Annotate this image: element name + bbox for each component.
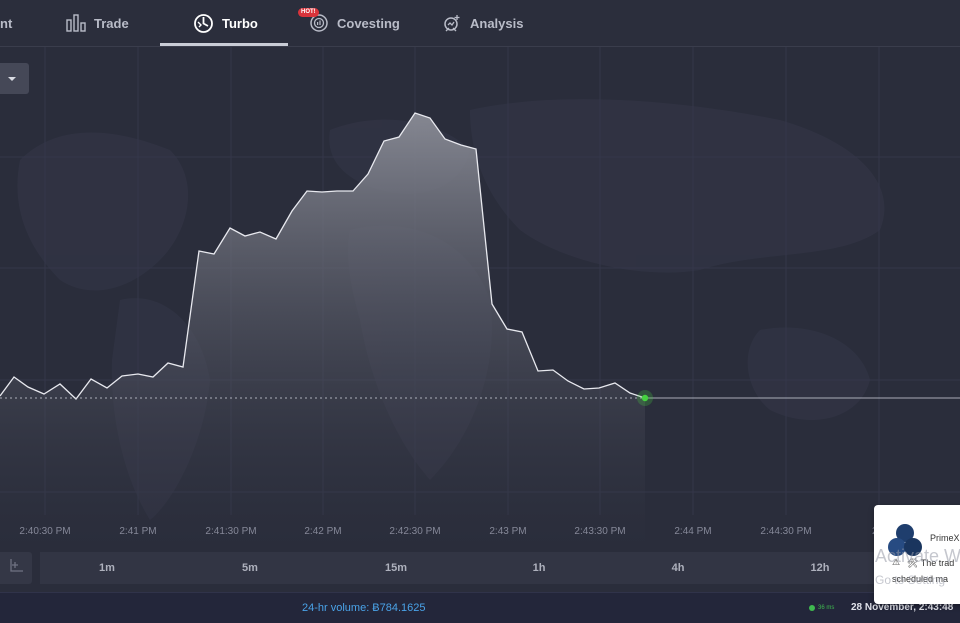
timeframe-4h[interactable]: 4h bbox=[671, 562, 685, 574]
x-axis-tick-label: 2:44 PM bbox=[674, 526, 711, 537]
timeframe-1h[interactable]: 1h bbox=[532, 562, 546, 574]
timeframe-12h[interactable]: 12h bbox=[810, 562, 830, 574]
hot-badge: HOT! bbox=[298, 8, 319, 17]
turbo-icon bbox=[193, 13, 214, 34]
primexbt-logo-icon bbox=[887, 522, 923, 558]
drawing-tool-button[interactable] bbox=[0, 552, 32, 584]
connection-status: 36 ms bbox=[809, 593, 834, 623]
ping-value: 36 ms bbox=[818, 605, 835, 611]
nav-item-analysis-label: Analysis bbox=[470, 15, 524, 31]
server-datetime: 28 November, 2:43:48 bbox=[851, 602, 954, 613]
x-axis-tick-label: 2:41:30 PM bbox=[205, 526, 256, 537]
price-area bbox=[0, 113, 645, 550]
timeframe-15m[interactable]: 15m bbox=[384, 562, 408, 574]
price-line bbox=[0, 112, 646, 400]
x-axis-tick-label: 2:41 PM bbox=[119, 526, 156, 537]
x-axis-tick-label: 2:42 PM bbox=[304, 526, 341, 537]
price-chart[interactable]: 2:40:30 PM 2:41 PM 2:41:30 PM 2:42 PM 2:42:3… bbox=[0, 47, 960, 550]
timeframe-5m[interactable]: 5m bbox=[242, 562, 258, 574]
nav-item-partial[interactable]: nt bbox=[0, 0, 12, 46]
volume-24h: 24-hr volume: Ƀ784.1625 bbox=[302, 602, 426, 614]
chart-dropdown-button[interactable] bbox=[0, 63, 29, 94]
nav-item-analysis[interactable]: Analysis bbox=[442, 0, 523, 46]
timeframe-bar: 1m 5m 15m 1h 4h 12h bbox=[0, 552, 960, 584]
x-axis-tick-label: 2:43:30 PM bbox=[574, 526, 625, 537]
top-navigation: nt Trade Turbo bbox=[0, 0, 960, 47]
x-axis-tick-label: 2:40:30 PM bbox=[19, 526, 70, 537]
timeframe-1m[interactable]: 1m bbox=[99, 562, 115, 574]
toast-message-line-2: scheduled ma bbox=[892, 574, 949, 584]
analysis-icon bbox=[442, 13, 462, 33]
toast-message-line-1: 🛠 The trad bbox=[907, 558, 955, 568]
activation-watermark-title: Activate W bbox=[875, 546, 960, 566]
timeframe-strip: 1m 5m 15m 1h 4h 12h bbox=[40, 552, 960, 584]
x-axis-tick-label: 2:42:30 PM bbox=[389, 526, 440, 537]
nav-item-trade-label: Trade bbox=[94, 15, 129, 31]
connection-dot-icon bbox=[809, 605, 815, 611]
nav-item-turbo-label: Turbo bbox=[222, 15, 258, 31]
crosshair-tool-icon bbox=[7, 557, 25, 580]
covesting-icon bbox=[309, 13, 329, 33]
chevron-down-icon bbox=[7, 76, 16, 81]
x-axis-tick-label: 2:43 PM bbox=[489, 526, 526, 537]
current-price-dot bbox=[641, 394, 649, 402]
activation-watermark-subtitle: Go to Setting bbox=[875, 573, 946, 587]
warning-icon: ⚠ bbox=[892, 557, 901, 567]
nav-item-partial-label: nt bbox=[0, 15, 13, 31]
status-bar: 24-hr volume: Ƀ784.1625 36 ms 28 Novembe… bbox=[0, 592, 960, 623]
toast-title: PrimeX bbox=[930, 533, 960, 543]
x-axis-tick-label: 2:44:30 PM bbox=[760, 526, 811, 537]
nav-item-covesting[interactable]: Covesting bbox=[309, 0, 400, 46]
nav-item-covesting-label: Covesting bbox=[337, 15, 400, 31]
active-tab-indicator bbox=[160, 43, 288, 46]
bar-chart-icon bbox=[66, 14, 86, 32]
nav-item-trade[interactable]: Trade bbox=[66, 0, 129, 46]
notification-toast[interactable]: PrimeX ⚠ 🛠 The trad scheduled ma bbox=[874, 505, 960, 604]
price-chart-svg: 2:40:30 PM 2:41 PM 2:41:30 PM 2:42 PM 2:42:3… bbox=[0, 47, 960, 550]
nav-item-turbo[interactable]: Turbo bbox=[193, 0, 258, 46]
